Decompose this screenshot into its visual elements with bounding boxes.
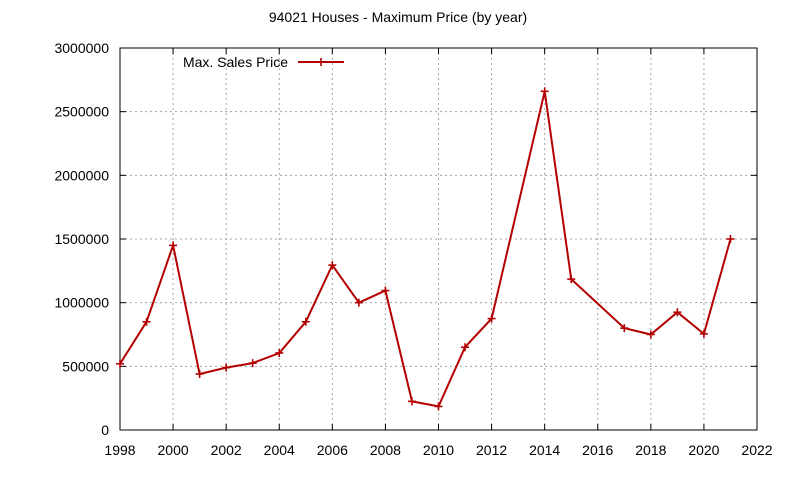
data-point	[195, 369, 204, 378]
x-tick-label: 2008	[370, 442, 401, 458]
y-tick-label: 0	[101, 422, 109, 438]
x-tick-label: 2012	[476, 442, 507, 458]
legend: Max. Sales Price	[183, 54, 344, 70]
x-tick-label: 2014	[529, 442, 560, 458]
data-point	[407, 397, 416, 406]
x-tick-label: 2000	[158, 442, 189, 458]
data-point	[328, 261, 337, 270]
data-point	[381, 286, 390, 295]
data-point	[354, 298, 363, 307]
data-point	[726, 235, 735, 243]
data-point	[434, 402, 443, 411]
data-point	[301, 317, 310, 326]
x-tick-label: 2010	[423, 442, 454, 458]
data-point	[646, 330, 655, 339]
y-tick-label: 2500000	[54, 104, 109, 120]
data-point	[222, 363, 231, 372]
x-tick-label: 2006	[317, 442, 348, 458]
series-line	[119, 91, 732, 408]
chart-title: 94021 Houses - Maximum Price (by year)	[269, 9, 527, 25]
data-point	[699, 329, 708, 338]
x-tick-label: 2022	[741, 442, 772, 458]
data-point	[620, 324, 629, 333]
legend-marker	[317, 58, 325, 66]
data-point	[487, 314, 496, 323]
x-tick-label: 2016	[582, 442, 613, 458]
plot-frame	[119, 47, 758, 431]
y-tick-label: 2000000	[54, 167, 109, 183]
x-tick-label: 1998	[104, 442, 135, 458]
y-tick-label: 500000	[62, 358, 109, 374]
x-tick-label: 2020	[688, 442, 719, 458]
y-tick-label: 1000000	[54, 295, 109, 311]
data-point	[116, 359, 124, 368]
x-tick-label: 2002	[211, 442, 242, 458]
grid	[120, 48, 757, 430]
y-tick-label: 3000000	[54, 40, 109, 56]
data-point	[540, 87, 549, 96]
y-tick-label: 1500000	[54, 231, 109, 247]
data-point	[169, 241, 178, 250]
data-point	[275, 348, 284, 357]
x-tick-label: 2018	[635, 442, 666, 458]
axes: 1998 2000 2002 2004 2006 2008 2010 2012 2014 2016…	[54, 40, 772, 458]
data-point	[142, 317, 151, 326]
data-point	[461, 343, 470, 352]
data-point	[248, 359, 257, 368]
legend-label: Max. Sales Price	[183, 54, 288, 70]
series-layer	[116, 87, 735, 411]
data-point	[673, 308, 682, 317]
x-tick-label: 2004	[264, 442, 295, 458]
data-point	[567, 275, 576, 284]
